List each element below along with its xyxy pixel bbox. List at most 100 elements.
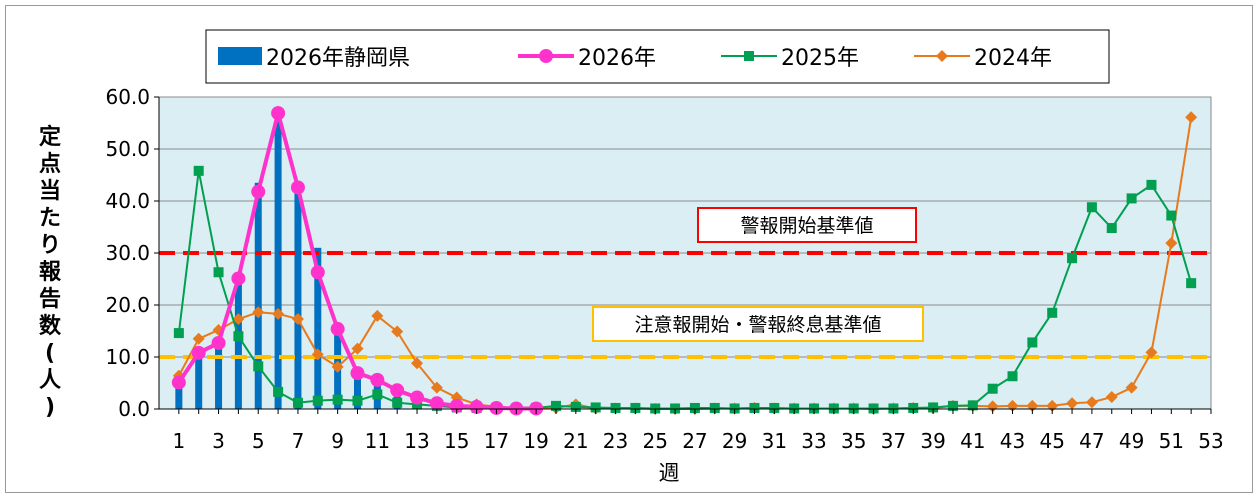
x-tick-label: 27: [682, 429, 707, 453]
data-point: [947, 400, 958, 411]
data-point: [1166, 210, 1177, 221]
x-tick-label: 41: [960, 429, 985, 453]
data-point: [1106, 223, 1117, 234]
x-tick-label: 3: [212, 429, 225, 453]
y-tick-label: 30.0: [105, 241, 150, 265]
legend-label: 2025年: [781, 46, 859, 71]
y-axis-label-char: り: [38, 233, 61, 258]
data-point: [888, 403, 899, 414]
x-tick-label: 17: [484, 429, 509, 453]
data-point: [469, 399, 484, 414]
data-point: [539, 49, 553, 63]
data-point: [429, 396, 444, 411]
x-tick-label: 5: [252, 429, 265, 453]
x-tick-label: 47: [1079, 429, 1104, 453]
x-tick-label: 51: [1159, 429, 1184, 453]
data-point: [1185, 111, 1198, 124]
data-point: [828, 403, 839, 414]
x-tick-label: 15: [444, 429, 469, 453]
y-axis-label-char: ): [44, 395, 56, 420]
data-point: [290, 180, 305, 195]
bar: [215, 344, 223, 409]
data-point: [1085, 396, 1098, 409]
data-point: [744, 51, 754, 61]
y-axis-label-char: 報: [38, 260, 61, 285]
data-point: [509, 401, 524, 416]
data-point: [1126, 193, 1137, 204]
bar: [314, 247, 322, 409]
data-point: [211, 335, 226, 350]
data-point: [330, 321, 345, 336]
y-axis-label-char: 数: [38, 314, 61, 339]
data-point: [1086, 202, 1097, 213]
data-point: [332, 394, 343, 405]
chart-frame: 警報開始基準値 注意報開始・警報終息基準値 0.0 10.0 20.0 30.0 40.0…: [5, 5, 1253, 493]
data-point: [1165, 237, 1178, 250]
legend-swatch: [218, 47, 262, 65]
y-axis-label-char: (: [44, 341, 56, 366]
data-point: [610, 402, 621, 413]
data-point: [868, 403, 879, 414]
x-axis-label: 週: [659, 461, 680, 485]
data-point: [1105, 391, 1118, 404]
x-tick-label: 45: [1039, 429, 1064, 453]
data-point: [192, 332, 205, 345]
data-point: [489, 400, 504, 415]
data-point: [729, 403, 740, 414]
data-point: [351, 342, 364, 355]
legend-label: 2024年: [974, 46, 1052, 71]
data-point: [311, 348, 324, 361]
data-point: [273, 386, 284, 397]
y-tick-label: 20.0: [105, 293, 150, 317]
reference-label: 警報開始基準値: [740, 215, 873, 237]
data-point: [391, 325, 404, 338]
data-point: [550, 400, 561, 411]
x-tick-label: 43: [1000, 429, 1025, 453]
data-point: [430, 381, 443, 394]
data-point: [213, 267, 224, 278]
x-tick-label: 37: [881, 429, 906, 453]
y-tick-label: 0.0: [118, 397, 150, 421]
data-point: [848, 403, 859, 414]
data-point: [630, 402, 641, 413]
x-tick-label: 7: [292, 429, 305, 453]
data-point: [291, 313, 304, 326]
y-axis-label-char: 当: [38, 179, 61, 204]
x-tick-label: 49: [1119, 429, 1144, 453]
y-tick-label: 50.0: [105, 137, 150, 161]
data-point: [173, 328, 184, 339]
data-point: [1027, 337, 1038, 348]
legend-label: 2026年: [578, 46, 656, 71]
x-tick-label: 31: [762, 429, 787, 453]
data-point: [809, 403, 820, 414]
data-point: [390, 383, 405, 398]
x-tick-label: 33: [801, 429, 826, 453]
bar: [254, 182, 262, 409]
x-tick-label: 53: [1198, 429, 1223, 453]
data-point: [392, 397, 403, 408]
reference-label-box: [592, 306, 924, 342]
data-point: [272, 307, 285, 320]
data-point: [191, 345, 206, 360]
data-point: [769, 402, 780, 413]
data-point: [352, 395, 363, 406]
data-point: [252, 306, 265, 319]
data-point: [749, 402, 760, 413]
data-point: [350, 366, 365, 381]
data-point: [928, 402, 939, 413]
data-point: [253, 361, 264, 372]
y-axis-label-char: 告: [38, 287, 61, 312]
bar: [294, 188, 302, 409]
y-axis-label-char: 定: [38, 125, 61, 150]
x-tick-label: 35: [841, 429, 866, 453]
data-point: [411, 357, 424, 370]
y-axis-label: 定点当たり報告数(人): [34, 124, 66, 421]
bar: [234, 281, 242, 409]
x-tick-label: 19: [523, 429, 548, 453]
data-point: [689, 402, 700, 413]
data-point: [312, 395, 323, 406]
x-tick-label: 1: [172, 429, 185, 453]
data-point: [1146, 179, 1157, 190]
data-point: [251, 184, 266, 199]
y-axis-label-char: た: [38, 206, 61, 231]
